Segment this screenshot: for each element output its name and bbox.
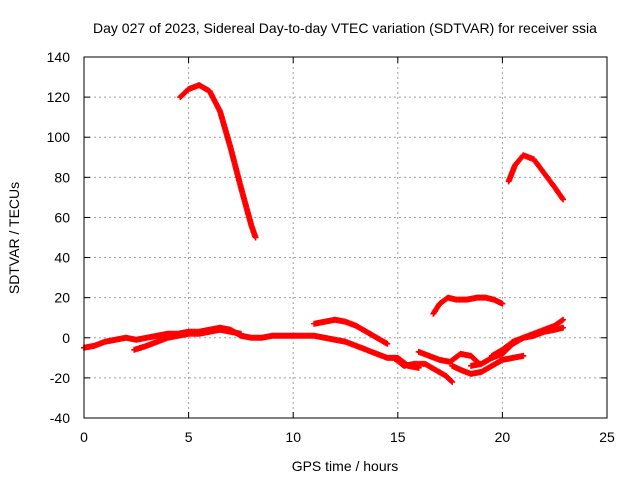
data-point-marker	[384, 340, 391, 347]
x-axis-label: GPS time / hours	[292, 458, 399, 474]
data-point-marker	[449, 378, 456, 385]
data-point-marker	[558, 317, 565, 324]
data-point-marker	[448, 377, 455, 384]
data-point-marker	[499, 300, 506, 307]
plot-area-border	[83, 56, 608, 419]
y-tick-label: 60	[54, 209, 70, 225]
series-arc-high-1	[177, 82, 259, 241]
y-tick-label: 100	[47, 129, 71, 145]
series-arc-lower-6	[488, 324, 567, 359]
x-tick-label: 15	[390, 429, 406, 445]
x-tick-label: 20	[495, 429, 511, 445]
y-tick-label: 120	[47, 89, 71, 105]
y-tick-label: -40	[50, 410, 70, 426]
y-tick-label: 140	[47, 49, 71, 65]
data-point-marker	[520, 352, 527, 359]
x-tick-label: 25	[599, 429, 615, 445]
x-tick-label: 0	[80, 429, 88, 445]
chart-title: Day 027 of 2023, Sidereal Day-to-day VTE…	[93, 20, 597, 36]
series-arc-baseline-2	[131, 326, 244, 353]
x-tick-label: 5	[185, 429, 193, 445]
data-point-marker	[560, 196, 567, 203]
series-arc-lower-4	[449, 352, 527, 377]
y-tick-label: -20	[50, 370, 70, 386]
data-point-marker	[237, 330, 244, 337]
axis-ticks: 0 5 10 15 20 25 -40 -20 0 20 40 60 80 100 120 140	[47, 49, 615, 445]
y-tick-label: 0	[62, 330, 70, 346]
y-axis-label: SDTVAR / TECUs	[6, 182, 22, 294]
y-tick-label: 40	[54, 250, 70, 266]
series-arc-mid	[430, 294, 506, 317]
series-arc-lower-1	[311, 316, 391, 347]
y-tick-label: 80	[54, 169, 70, 185]
grid-lines	[84, 57, 607, 418]
series-arc-lower-2	[390, 354, 456, 385]
data-point-marker	[252, 234, 259, 241]
x-tick-label: 10	[285, 429, 301, 445]
y-tick-label: 20	[54, 290, 70, 306]
data-point-marker	[560, 324, 567, 331]
data-points	[81, 82, 567, 385]
data-point-marker	[560, 316, 567, 323]
series-arc-high-2	[505, 152, 567, 203]
